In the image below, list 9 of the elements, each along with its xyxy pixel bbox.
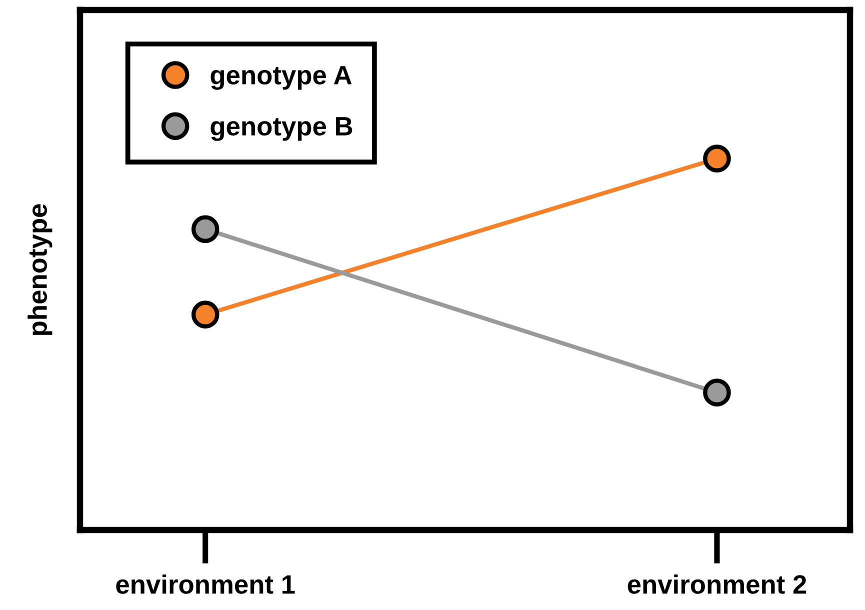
- x-tick-label: environment 2: [628, 574, 806, 594]
- legend-label: genotype B: [210, 117, 352, 141]
- legend-label: genotype A: [210, 66, 352, 90]
- x-tick-label: environment 1: [116, 574, 295, 594]
- point: [191, 300, 220, 328]
- point: [703, 144, 731, 172]
- y-axis-title: phenotype: [28, 204, 52, 335]
- point: [191, 215, 220, 244]
- point: [703, 378, 731, 406]
